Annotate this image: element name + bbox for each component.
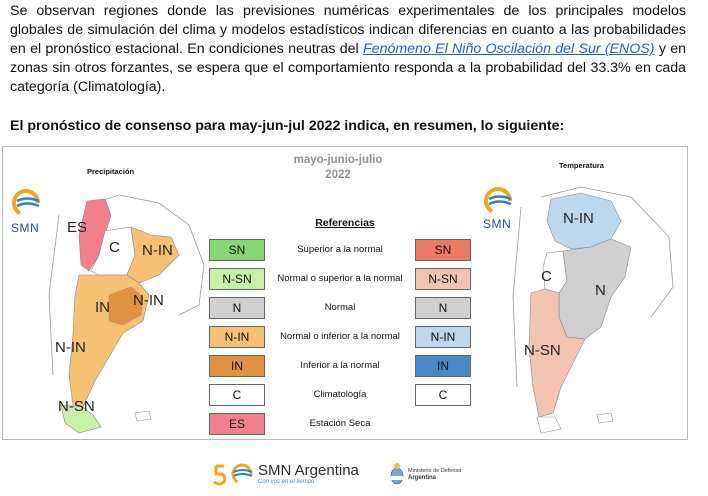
precip-nsn-code: N-SN: [58, 398, 95, 415]
precip-es-code: ES: [67, 219, 87, 236]
enos-link[interactable]: Fenómeno El Niño Oscilación del Sur (ENO…: [363, 41, 655, 57]
precip-nsn-zone: [60, 404, 102, 434]
legend-desc-c: Climatología: [313, 389, 367, 400]
season-year: 2022: [325, 169, 351, 181]
season-title: mayo-junio-julio 2022: [263, 153, 413, 183]
temperature-label: Temperatura: [559, 161, 604, 170]
legend-temp-c: C: [415, 384, 471, 406]
smn-logo-text-left: SMN: [11, 221, 40, 235]
precip-nin-ne-zone: [126, 226, 180, 284]
footer-brand: SMN Argentina: [258, 462, 359, 479]
precipitation-map: ES C N-IN IN N-IN N-IN N-SN: [48, 194, 205, 434]
smn-50-anniversary-icon: [213, 463, 253, 486]
smn-logo-icon: [11, 189, 40, 217]
forecast-panel: mayo-junio-julio 2022 Precipitación Temp…: [2, 146, 688, 440]
footer-tagline: Con vos en el tiempo: [258, 479, 315, 485]
legend-desc-es: Estación Seca: [309, 418, 371, 429]
intro-text-a: Se observan regiones donde las prevision…: [10, 3, 686, 57]
legend-precip-n: N: [209, 297, 265, 319]
precip-in-code: IN: [95, 299, 110, 316]
smn-logo-text-right: SMN: [483, 217, 512, 231]
legend-precip-nsn: N-SN: [209, 268, 265, 290]
temp-nsn-zone: [528, 288, 586, 418]
legend-temp-nsn: N-SN: [415, 268, 471, 290]
intro-paragraph: Se observan regiones donde las prevision…: [10, 2, 686, 97]
legend-temp-in: IN: [415, 355, 471, 377]
legend-desc-in: Inferior a la normal: [300, 360, 380, 371]
legend-temp-nin: N-IN: [415, 326, 471, 348]
legend-precip-es: ES: [209, 413, 265, 435]
ministry-line1: Ministerio de Defensa: [408, 468, 462, 474]
temperature-map: N-IN C N N-SN: [512, 186, 674, 434]
legend-precip-sn: SN: [209, 239, 265, 261]
intro-text-b: y en zonas sin otros forzantes, se esper…: [10, 41, 686, 95]
legend-temp-n: N: [415, 297, 471, 319]
legend-desc-nsn: Normal o superior a la normal: [277, 273, 403, 284]
temp-n-code: N: [595, 282, 606, 299]
forecast-heading: El pronóstico de consenso para may-jun-j…: [10, 118, 565, 134]
precip-nin-south-code: N-IN: [55, 339, 86, 356]
precipitation-label: Precipitación: [87, 167, 135, 176]
temp-nsn-code: N-SN: [524, 342, 561, 359]
legend-precip-nin: N-IN: [209, 326, 265, 348]
legend-desc-n: Normal: [324, 302, 356, 313]
argentina-emblem-icon: [390, 463, 404, 485]
precip-in-zone: [108, 286, 144, 326]
precip-nin-center-code: N-IN: [133, 292, 164, 309]
season-months: mayo-junio-julio: [293, 154, 383, 166]
temp-c-code: C: [541, 268, 552, 285]
references-title: Referencias: [315, 217, 375, 229]
legend-desc-sn: Superior a la normal: [297, 244, 383, 255]
footer-ministry: Ministerio de Defensa Argentina: [408, 468, 461, 482]
legend-temp-sn: SN: [415, 239, 471, 261]
ministry-line2: Argentina: [408, 475, 437, 481]
legend-desc-nin: Normal o inferior a la normal: [280, 331, 400, 342]
precip-c-code: C: [109, 239, 120, 256]
legend-precip-in: IN: [209, 355, 265, 377]
temp-nin-code: N-IN: [563, 210, 594, 227]
smn-logo-icon-right: [484, 187, 512, 215]
legend-precip-c: C: [209, 384, 265, 406]
precip-nin-ne-code: N-IN: [142, 242, 173, 259]
